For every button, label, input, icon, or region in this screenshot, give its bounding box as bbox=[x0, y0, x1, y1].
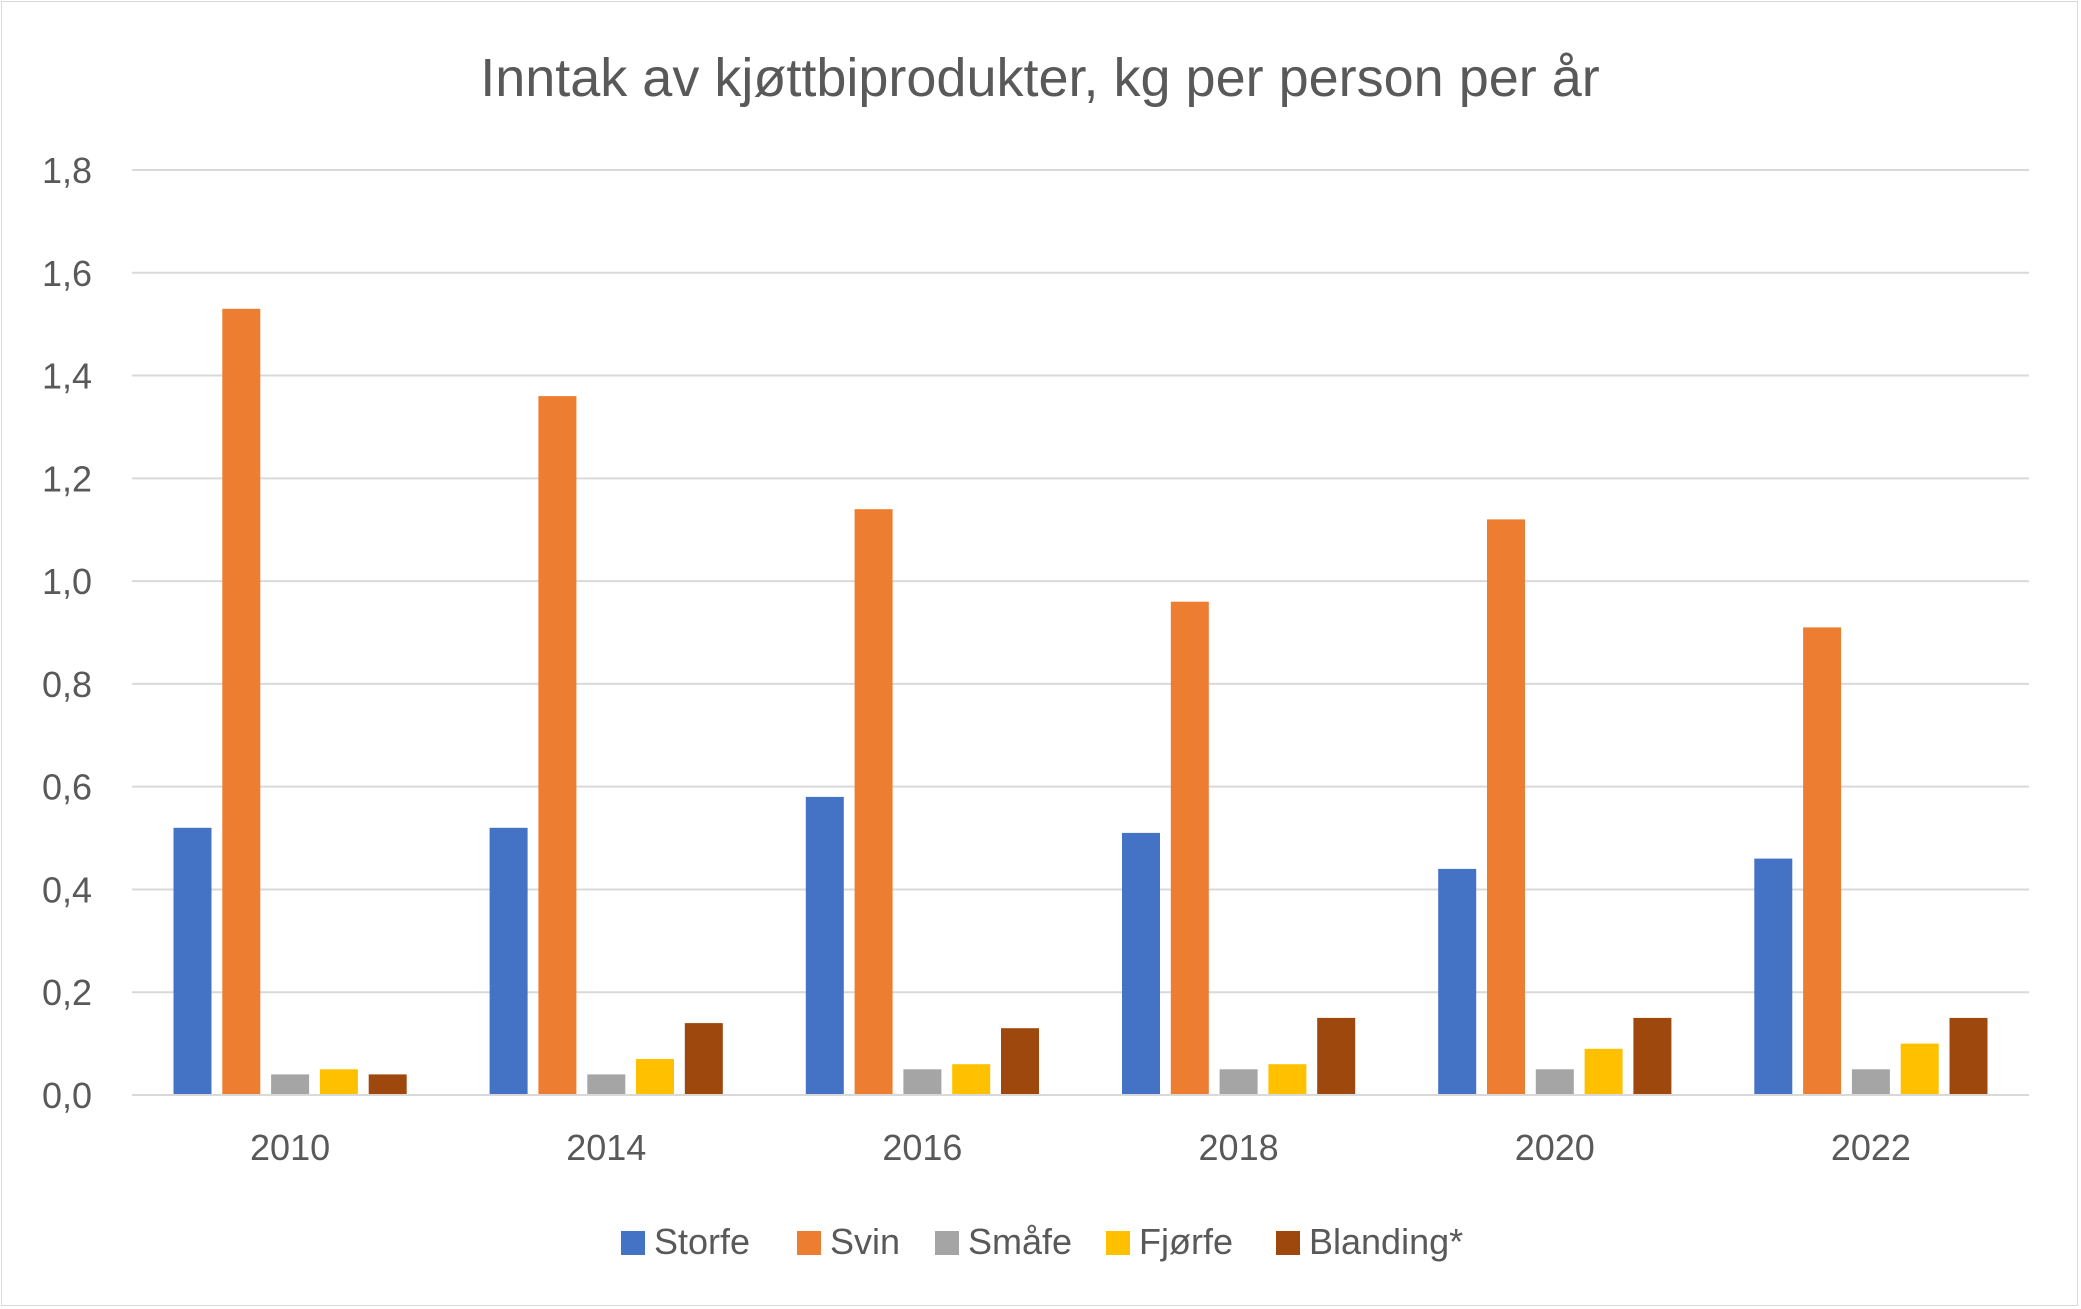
bar-storfe-2018 bbox=[1122, 832, 1160, 1095]
bars bbox=[173, 308, 1988, 1096]
y-tick-label: 1,2 bbox=[42, 458, 92, 499]
legend-swatch bbox=[1106, 1231, 1130, 1255]
legend-label: Svin bbox=[830, 1221, 900, 1262]
bar-fjrfe-2018 bbox=[1268, 1064, 1307, 1095]
bar-blanding-2022 bbox=[1949, 1017, 1988, 1095]
bar-fjrfe-2020 bbox=[1584, 1048, 1623, 1096]
legend-label: Storfe bbox=[654, 1221, 750, 1262]
legend-swatch bbox=[621, 1231, 645, 1255]
bar-fjrfe-2014 bbox=[636, 1059, 674, 1095]
legend-label: Blanding* bbox=[1309, 1221, 1463, 1262]
gridlines bbox=[132, 169, 2029, 994]
chart-title: Inntak av kjøttbiprodukter, kg per perso… bbox=[480, 48, 1600, 108]
bar-smfe-2022 bbox=[1851, 1069, 1890, 1095]
bar-storfe-2022 bbox=[1754, 858, 1793, 1095]
y-tick-label: 0,6 bbox=[42, 767, 92, 808]
bar-svin-2022 bbox=[1803, 627, 1842, 1095]
y-tick-label: 0,2 bbox=[42, 972, 92, 1013]
bar-blanding-2020 bbox=[1633, 1017, 1672, 1095]
legend: Storfe Svin Småfe Fjørfe Blanding* bbox=[621, 1221, 1463, 1262]
x-tick-label: 2010 bbox=[250, 1127, 330, 1168]
legend-label: Fjørfe bbox=[1139, 1221, 1233, 1262]
y-tick-label: 1,0 bbox=[42, 561, 92, 602]
x-tick-label: 2018 bbox=[1199, 1127, 1279, 1168]
y-axis-tick-labels: 0,0 0,2 0,4 0,6 0,8 1,0 1,2 1,4 1,6 1,8 bbox=[42, 150, 92, 1116]
y-tick-label: 1,4 bbox=[42, 356, 92, 397]
bar-svin-2016 bbox=[854, 509, 893, 1095]
legend-swatch bbox=[1276, 1231, 1300, 1255]
bar-smfe-2010 bbox=[271, 1074, 310, 1095]
bar-fjrfe-2010 bbox=[319, 1069, 358, 1095]
bar-fjrfe-2016 bbox=[952, 1064, 991, 1095]
bar-smfe-2014 bbox=[587, 1074, 626, 1095]
bar-svin-2018 bbox=[1170, 601, 1209, 1095]
bar-blanding-2014 bbox=[684, 1023, 723, 1095]
bar-storfe-2014 bbox=[489, 827, 528, 1095]
x-axis: 2010 2014 2016 2018 2020 2022 bbox=[132, 1094, 2029, 1168]
y-tick-label: 1,8 bbox=[42, 150, 92, 191]
bar-fjrfe-2022 bbox=[1900, 1043, 1939, 1095]
bar-storfe-2010 bbox=[173, 827, 212, 1095]
y-tick-label: 1,6 bbox=[42, 253, 92, 294]
bar-smfe-2018 bbox=[1219, 1069, 1258, 1095]
y-tick-label: 0,4 bbox=[42, 869, 92, 910]
x-tick-label: 2014 bbox=[566, 1127, 646, 1168]
bar-smfe-2020 bbox=[1535, 1069, 1574, 1095]
legend-label: Småfe bbox=[968, 1221, 1072, 1262]
bar-blanding-2016 bbox=[1001, 1028, 1039, 1095]
x-tick-label: 2016 bbox=[882, 1127, 962, 1168]
bar-svin-2010 bbox=[222, 308, 261, 1096]
bar-storfe-2016 bbox=[805, 796, 844, 1095]
bar-storfe-2020 bbox=[1438, 868, 1477, 1095]
y-tick-label: 0,0 bbox=[42, 1075, 92, 1116]
bar-svin-2020 bbox=[1487, 519, 1525, 1095]
y-tick-label: 0,8 bbox=[42, 664, 92, 705]
legend-swatch bbox=[935, 1231, 959, 1255]
x-tick-label: 2020 bbox=[1515, 1127, 1595, 1168]
x-tick-label: 2022 bbox=[1831, 1127, 1911, 1168]
bar-blanding-2018 bbox=[1317, 1017, 1356, 1095]
bar-blanding-2010 bbox=[368, 1074, 407, 1095]
legend-swatch bbox=[797, 1231, 821, 1255]
bar-svin-2014 bbox=[538, 396, 577, 1096]
bar-smfe-2016 bbox=[903, 1069, 942, 1095]
